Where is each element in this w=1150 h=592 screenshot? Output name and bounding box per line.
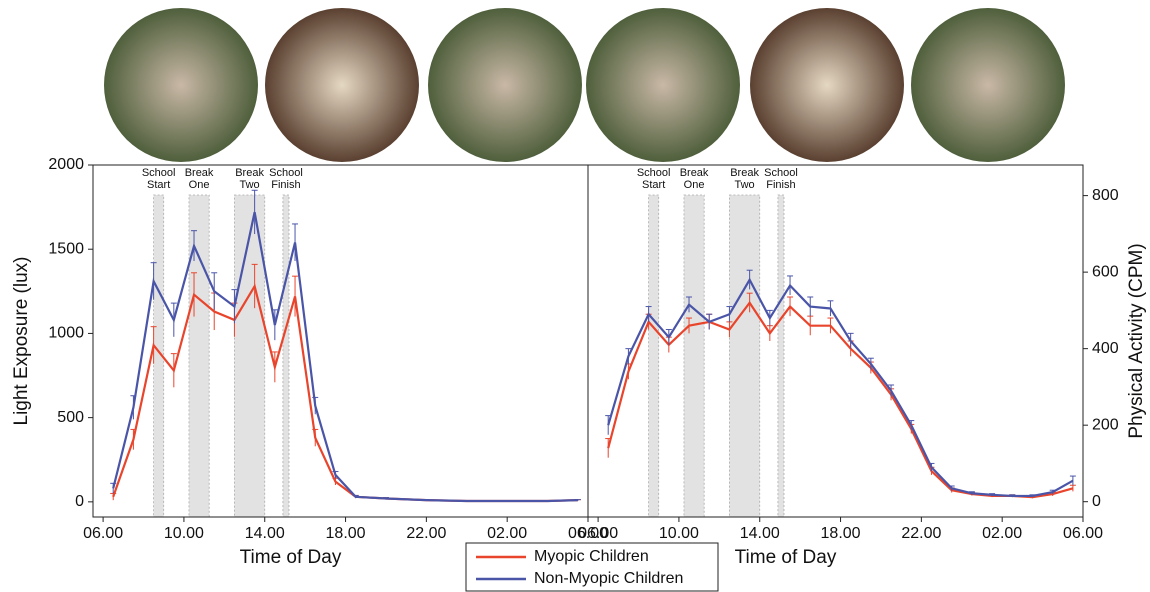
span-label: One bbox=[684, 179, 705, 191]
x-tick-label: 02.00 bbox=[487, 525, 527, 542]
series-line bbox=[112, 283, 578, 503]
y-tick-label: 500 bbox=[57, 409, 84, 426]
y-tick-label: 1000 bbox=[48, 325, 84, 342]
x-tick-label: 02.00 bbox=[982, 525, 1022, 542]
x-axis-title: Time of Day bbox=[240, 547, 342, 568]
x-tick-label: 22.00 bbox=[406, 525, 446, 542]
x-tick-label: 06.00 bbox=[83, 525, 123, 542]
x-tick-label: 06.00 bbox=[568, 525, 608, 542]
span-label: Finish bbox=[766, 179, 795, 191]
x-tick-label: 18.00 bbox=[326, 525, 366, 542]
shaded-span bbox=[729, 194, 761, 518]
shaded-span bbox=[282, 194, 290, 518]
photo bbox=[428, 8, 582, 162]
y-tick-label: 600 bbox=[1092, 263, 1119, 280]
y-tick-label: 400 bbox=[1092, 340, 1119, 357]
span-label: Two bbox=[239, 179, 259, 191]
series-line bbox=[607, 277, 1074, 498]
y-axis-title: Light Exposure (lux) bbox=[11, 257, 32, 426]
shaded-span bbox=[188, 194, 210, 518]
legend-box bbox=[465, 542, 719, 592]
x-tick-label: 18.00 bbox=[821, 525, 861, 542]
y-tick-label: 1500 bbox=[48, 240, 84, 257]
photo bbox=[104, 8, 258, 162]
y-tick-label: 800 bbox=[1092, 187, 1119, 204]
span-label: Break bbox=[680, 167, 709, 179]
span-label: School bbox=[142, 167, 176, 179]
x-tick-label: 10.00 bbox=[659, 525, 699, 542]
x-tick-label: 06.00 bbox=[1063, 525, 1103, 542]
span-label: Break bbox=[235, 167, 264, 179]
y-tick-label: 0 bbox=[1092, 493, 1101, 510]
y-axis-title: Physical Activity (CPM) bbox=[1126, 243, 1147, 438]
photo bbox=[911, 8, 1065, 162]
legend-label: Non-Myopic Children bbox=[534, 570, 683, 587]
shaded-span bbox=[648, 194, 660, 518]
span-label: School bbox=[269, 167, 303, 179]
span-label: One bbox=[189, 179, 210, 191]
x-axis-title: Time of Day bbox=[735, 547, 837, 568]
photo bbox=[750, 8, 904, 162]
shaded-span bbox=[683, 194, 705, 518]
photo bbox=[265, 8, 419, 162]
series-line bbox=[112, 211, 578, 503]
x-tick-label: 10.00 bbox=[164, 525, 204, 542]
plot-frame bbox=[92, 164, 589, 518]
y-tick-label: 200 bbox=[1092, 416, 1119, 433]
x-tick-label: 14.00 bbox=[740, 525, 780, 542]
span-label: Two bbox=[734, 179, 754, 191]
y-tick-label: 0 bbox=[75, 493, 84, 510]
shaded-span bbox=[777, 194, 785, 518]
x-tick-label: 06.00 bbox=[578, 525, 618, 542]
span-label: Start bbox=[642, 179, 665, 191]
plot-frame bbox=[587, 164, 1084, 518]
legend-label: Myopic Children bbox=[534, 548, 649, 565]
x-tick-label: 22.00 bbox=[901, 525, 941, 542]
span-label: School bbox=[764, 167, 798, 179]
span-label: School bbox=[637, 167, 671, 179]
span-label: Start bbox=[147, 179, 170, 191]
series-line bbox=[607, 300, 1074, 499]
photos bbox=[104, 8, 1065, 162]
photo bbox=[586, 8, 740, 162]
span-label: Break bbox=[730, 167, 759, 179]
span-label: Break bbox=[185, 167, 214, 179]
y-tick-label: 2000 bbox=[48, 156, 84, 173]
span-label: Finish bbox=[271, 179, 300, 191]
x-tick-label: 14.00 bbox=[245, 525, 285, 542]
shaded-span bbox=[234, 194, 266, 518]
legend: Myopic Children Non-Myopic Children bbox=[465, 542, 719, 592]
